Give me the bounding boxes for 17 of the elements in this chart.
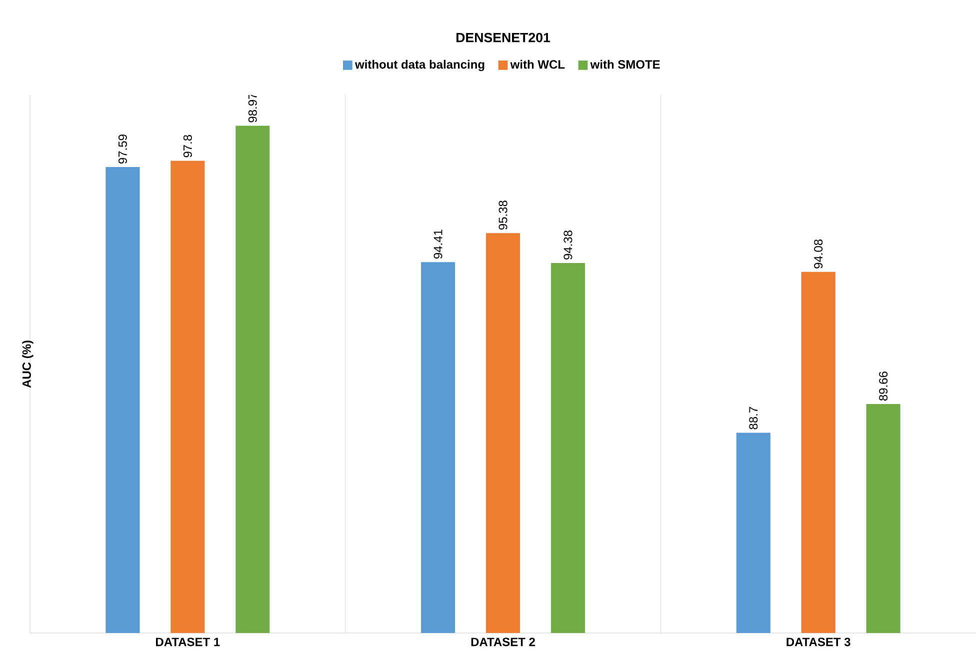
x-tick-label: DATASET 1 xyxy=(156,638,220,646)
data-label: 89.66 xyxy=(879,372,888,401)
data-label: 88.7 xyxy=(749,407,758,430)
data-label: 95.38 xyxy=(498,200,508,230)
legend-label: with WCL xyxy=(510,60,565,69)
legend-label: with SMOTE xyxy=(590,60,660,69)
x-tick-label: DATASET 3 xyxy=(786,638,850,646)
data-label: 97.8 xyxy=(183,134,192,158)
data-label: 94.08 xyxy=(814,240,823,268)
x-tick-label: DATASET 2 xyxy=(471,638,535,646)
y-axis-title: AUC (%) xyxy=(22,340,34,388)
data-label: 98.97 xyxy=(248,93,257,122)
data-label: 94.41 xyxy=(434,230,442,259)
data-label: 94.38 xyxy=(564,230,572,260)
chart-title: DENSENET201 xyxy=(456,32,550,42)
legend-label: without data balancing xyxy=(354,60,484,72)
data-label: 97.59 xyxy=(118,134,127,164)
